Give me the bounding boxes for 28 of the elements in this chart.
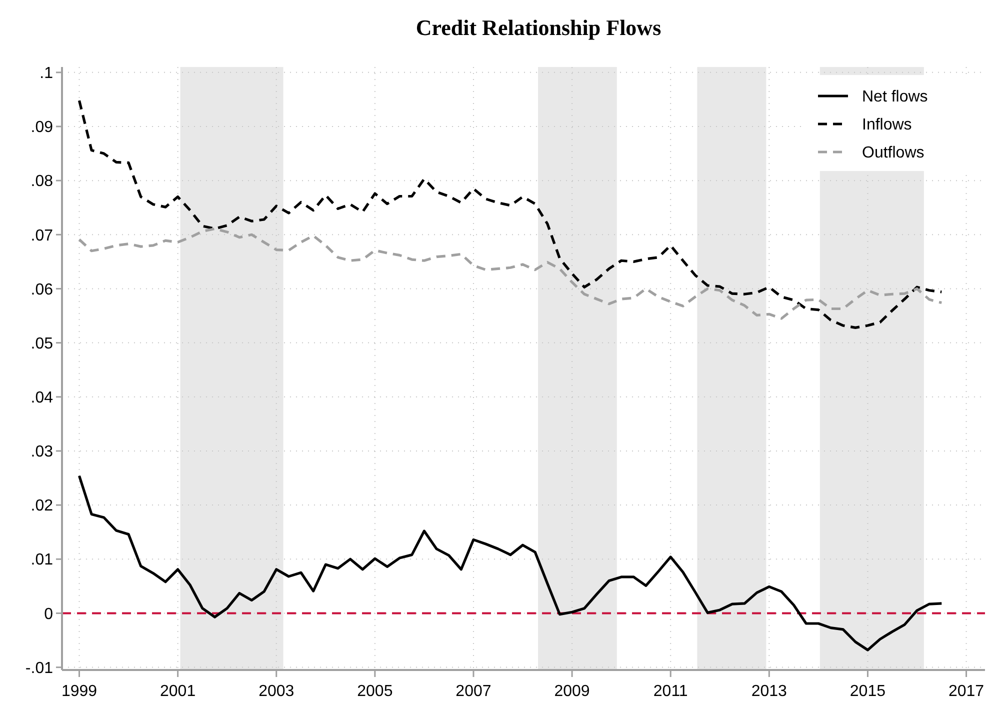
y-tick-label: 0 [44,606,54,623]
x-tick-label: 2009 [554,683,590,700]
y-tick-label: .02 [30,498,54,515]
x-tick-label: 2007 [456,683,492,700]
y-tick-label: .1 [40,65,54,82]
chart-title: Credit Relationship Flows [416,15,662,40]
y-tick-label: .09 [30,119,54,136]
x-tick-label: 2013 [751,683,788,700]
x-tick-label: 1999 [61,683,98,700]
x-tick-label: 2005 [357,683,393,700]
legend-label: Net flows [862,88,928,106]
x-tick-label: 2015 [850,683,886,700]
legend-label: Outflows [862,144,924,162]
line-series [78,474,943,652]
y-tick-label: .08 [30,173,54,190]
legend-label: Inflows [862,116,912,134]
x-tick-label: 2003 [258,683,294,700]
y-tick-label: .07 [30,227,54,244]
y-tick-label: .04 [30,389,54,406]
x-tick-label: 2011 [653,683,688,700]
x-tick-label: 2017 [948,683,984,700]
line-series [78,227,943,320]
x-tick-label: 2001 [160,683,196,700]
y-tick-label: .05 [30,335,54,352]
y-tick-label: .03 [30,444,54,461]
y-tick-label: .01 [30,552,54,569]
y-tick-label: -.01 [25,660,54,677]
y-tick-label: .06 [30,281,54,298]
